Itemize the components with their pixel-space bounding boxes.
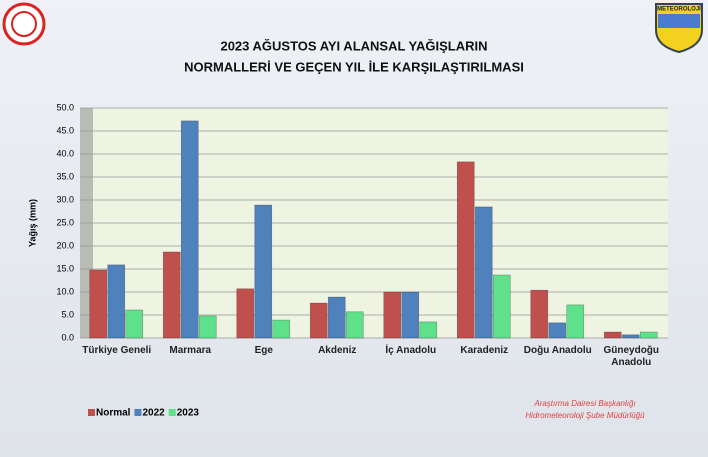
x-tick-label: Doğu Anadolu [523, 345, 592, 356]
bar [272, 319, 291, 339]
bar [309, 302, 328, 339]
x-tick-label: Akdeniz [318, 345, 357, 356]
bar [345, 311, 364, 339]
y-tick-label: 30.0 [56, 194, 74, 204]
y-tick-label: 15.0 [56, 263, 74, 273]
y-tick-label: 0.0 [61, 332, 74, 342]
bar [236, 288, 255, 339]
y-tick-label: 35.0 [56, 171, 74, 181]
y-tick-label: 10.0 [56, 286, 74, 296]
logo-text: METEOROLOJİ [657, 6, 701, 13]
footer-line: Hidrometeoroloji Şube Müdürlüğü [525, 411, 645, 420]
legend-swatch [88, 409, 95, 416]
bar [603, 331, 622, 339]
y-tick-label: 20.0 [56, 240, 74, 250]
y-tick-label: 50.0 [56, 102, 74, 112]
bar [474, 206, 493, 339]
footer-line: Araştırma Dairesi Başkanlığı [533, 399, 635, 408]
x-tick-label: Marmara [169, 345, 212, 356]
bar [639, 331, 658, 339]
chart-title: 2023 AĞUSTOS AYI ALANSAL YAĞIŞLARIN [220, 38, 487, 53]
bar [89, 269, 108, 339]
chart-subtitle: NORMALLERİ VE GEÇEN YIL İLE KARŞILAŞTIRI… [184, 59, 524, 74]
legend-label: Normal [96, 408, 131, 419]
logo-right: METEOROLOJİ [655, 3, 703, 54]
bar [327, 296, 346, 339]
x-tick-label: İç Anadolu [385, 345, 437, 356]
legend-swatch [168, 409, 176, 416]
bar [419, 321, 438, 339]
legend-label: 2022 [142, 408, 165, 419]
x-tick-label: Türkiye Geneli [82, 345, 152, 356]
y-tick-label: 25.0 [56, 217, 74, 227]
bar [456, 161, 475, 339]
logo-left [2, 2, 46, 46]
x-tick-label: Güneydoğu Anadolu [603, 345, 660, 368]
legend-swatch [134, 409, 142, 416]
bar [566, 304, 585, 339]
y-axis-label: Yağış (mm) [27, 199, 37, 247]
bar [621, 334, 640, 339]
y-tick-label: 40.0 [56, 148, 74, 158]
bar [125, 309, 144, 339]
bar [383, 291, 402, 339]
bar [162, 251, 181, 339]
bar [492, 274, 511, 339]
bar [401, 291, 420, 339]
x-tick-label: Karadeniz [460, 345, 509, 356]
bar [254, 204, 273, 339]
bar [107, 264, 126, 339]
y-tick-label: 5.0 [61, 309, 74, 319]
bar [548, 322, 567, 339]
x-tick-label: Ege [254, 345, 273, 356]
bar [198, 315, 217, 339]
bar [180, 120, 199, 339]
legend-label: 2023 [177, 408, 200, 419]
bar [530, 289, 549, 339]
y-tick-label: 45.0 [56, 125, 74, 135]
